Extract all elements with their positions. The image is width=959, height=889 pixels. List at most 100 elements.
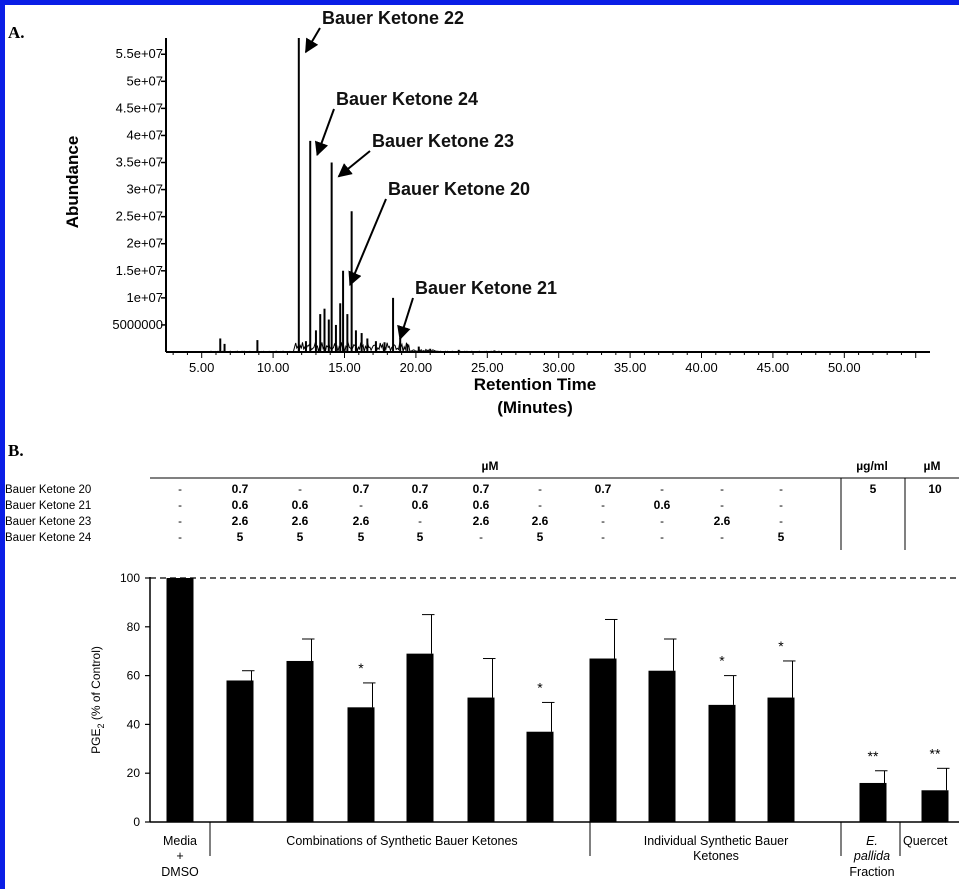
panel-b-y-axis-title: PGE2 (% of Control) xyxy=(89,646,106,754)
dose-cell: 2.6 xyxy=(532,514,549,528)
frame-left-border xyxy=(0,0,5,889)
pge-unit-label: (% of Control) xyxy=(89,646,103,723)
dose-cell: - xyxy=(720,532,724,544)
panel-a-x-tick-label: 20.00 xyxy=(400,360,433,375)
dose-cell: 5 xyxy=(237,530,244,544)
dose-cell: 2.6 xyxy=(473,514,490,528)
annotation-label: Bauer Ketone 21 xyxy=(415,278,557,298)
dose-cell: - xyxy=(601,516,605,528)
dose-cell: - xyxy=(359,500,363,512)
panel-a-y-tick-label: 2.5e+07 xyxy=(116,209,163,224)
dose-cell: 5 xyxy=(358,530,365,544)
unit-ugml-label: µg/ml xyxy=(856,459,888,473)
group-individual-line-2: Ketones xyxy=(693,849,739,863)
dose-cell: - xyxy=(178,500,182,512)
pge-label: PGE xyxy=(89,729,103,754)
unit-um-label: µM xyxy=(482,459,499,473)
panel-a-x-tick-label: 10.00 xyxy=(257,360,290,375)
dose-cell: 0.7 xyxy=(595,482,612,496)
panel-a-y-tick-label: 5.5e+07 xyxy=(116,46,163,61)
panel-b-y-tick-label: 80 xyxy=(127,620,141,634)
bar xyxy=(859,782,887,822)
dose-cell: 5 xyxy=(870,482,877,496)
panel-a-y-tick-label: 5e+07 xyxy=(126,73,163,88)
group-quercetin-label: Quercet xyxy=(903,834,948,848)
group-media-line-3: DMSO xyxy=(161,865,199,879)
panel-a-x-tick-label: 30.00 xyxy=(542,360,575,375)
panel-a-x-axis-subtitle: (Minutes) xyxy=(497,398,573,417)
pge-subscript: 2 xyxy=(96,724,106,729)
group-epallida-line-2: pallida xyxy=(853,849,890,863)
dose-cell: 2.6 xyxy=(714,514,731,528)
bar xyxy=(708,704,736,822)
dose-table: µM µg/ml µM Bauer Ketone 20 - 0.7 - 0.7 0.7 0.… xyxy=(5,459,959,550)
bar xyxy=(921,790,949,822)
dose-table-rows: Bauer Ketone 20 - 0.7 - 0.7 0.7 0.7 - 0.7 - - - 5 10 B… xyxy=(5,482,942,544)
frame-top-border xyxy=(0,0,959,5)
annotation-arrow xyxy=(397,297,414,341)
dose-cell: - xyxy=(418,516,422,528)
dose-cell: - xyxy=(779,500,783,512)
dose-cell: 5 xyxy=(537,530,544,544)
panel-b-y-tick-label: 40 xyxy=(127,717,141,731)
panel-a-y-tick-label: 1.5e+07 xyxy=(116,263,163,278)
group-individual-line-1: Individual Synthetic Bauer xyxy=(644,834,789,848)
annotation-arrow xyxy=(348,198,387,287)
dose-cell: 0.6 xyxy=(292,498,309,512)
significance-marker: * xyxy=(778,638,784,654)
dose-row-label: Bauer Ketone 20 xyxy=(5,484,91,496)
group-media-line-1: Media xyxy=(163,834,197,848)
dose-cell: - xyxy=(538,484,542,496)
annotation-label: Bauer Ketone 24 xyxy=(336,89,478,109)
dose-cell: 2.6 xyxy=(292,514,309,528)
dose-cell: 5 xyxy=(778,530,785,544)
annotation-label: Bauer Ketone 20 xyxy=(388,179,530,199)
dose-cell: 2.6 xyxy=(232,514,249,528)
panel-a-x-tick-label: 50.00 xyxy=(828,360,861,375)
dose-cell: - xyxy=(720,500,724,512)
dose-cell: - xyxy=(601,532,605,544)
dose-cell: 5 xyxy=(297,530,304,544)
panel-b-y-tick-label: 60 xyxy=(127,669,141,683)
dose-cell: 0.6 xyxy=(232,498,249,512)
unit-um-label-2: µM xyxy=(924,459,941,473)
group-epallida-line-3: Fraction xyxy=(849,865,894,879)
dose-cell: - xyxy=(779,516,783,528)
panel-b-y-tick-label: 0 xyxy=(133,815,140,829)
panel-a-y-tick-label: 4e+07 xyxy=(126,127,163,142)
panel-b-bars: ****** ** xyxy=(166,578,950,822)
panel-a-annotations: Bauer Ketone 22 Bauer Ketone 24 Bauer Keto… xyxy=(304,8,557,341)
bar xyxy=(286,660,314,822)
panel-a-y-ticks: 5000000 1e+07 1.5e+07 2e+07 2.5e+07 3e+07 3.5e… xyxy=(112,46,166,332)
panel-a-y-tick-label: 3.5e+07 xyxy=(116,155,163,170)
panel-a-x-ticks: 5.00 10.00 15.00 20.00 25.00 30.00 35.00 40.00 4… xyxy=(172,352,917,375)
panel-a-x-tick-label: 25.00 xyxy=(471,360,504,375)
dose-cell: - xyxy=(660,516,664,528)
bar xyxy=(406,653,434,822)
annotation-arrow xyxy=(314,108,335,157)
dose-cell: 0.6 xyxy=(473,498,490,512)
panel-a-y-tick-label: 2e+07 xyxy=(126,236,163,251)
panel-b-y-tick-label: 20 xyxy=(127,766,141,780)
panel-a-x-tick-label: 15.00 xyxy=(328,360,361,375)
dose-cell: 10 xyxy=(928,482,942,496)
dose-cell: 0.6 xyxy=(654,498,671,512)
dose-cell: - xyxy=(178,484,182,496)
significance-marker: ** xyxy=(868,748,879,764)
panel-a-y-tick-label: 4.5e+07 xyxy=(116,100,163,115)
panel-a-label: A. xyxy=(8,23,25,42)
significance-marker: * xyxy=(358,660,364,676)
dose-cell: 2.6 xyxy=(353,514,370,528)
dose-cell: 5 xyxy=(417,530,424,544)
bar xyxy=(226,680,254,822)
significance-marker: * xyxy=(719,653,725,669)
dose-cell: - xyxy=(178,532,182,544)
dose-cell: 0.7 xyxy=(353,482,370,496)
bar xyxy=(648,670,676,822)
dose-cell: - xyxy=(538,500,542,512)
panel-a: A. 5000000 1e+07 1.5e+07 2e+07 2.5e+07 3e+07 3… xyxy=(8,8,930,417)
dose-cell: - xyxy=(298,484,302,496)
panel-b-y-tick-label: 100 xyxy=(120,571,140,585)
panel-b-label: B. xyxy=(8,441,24,460)
